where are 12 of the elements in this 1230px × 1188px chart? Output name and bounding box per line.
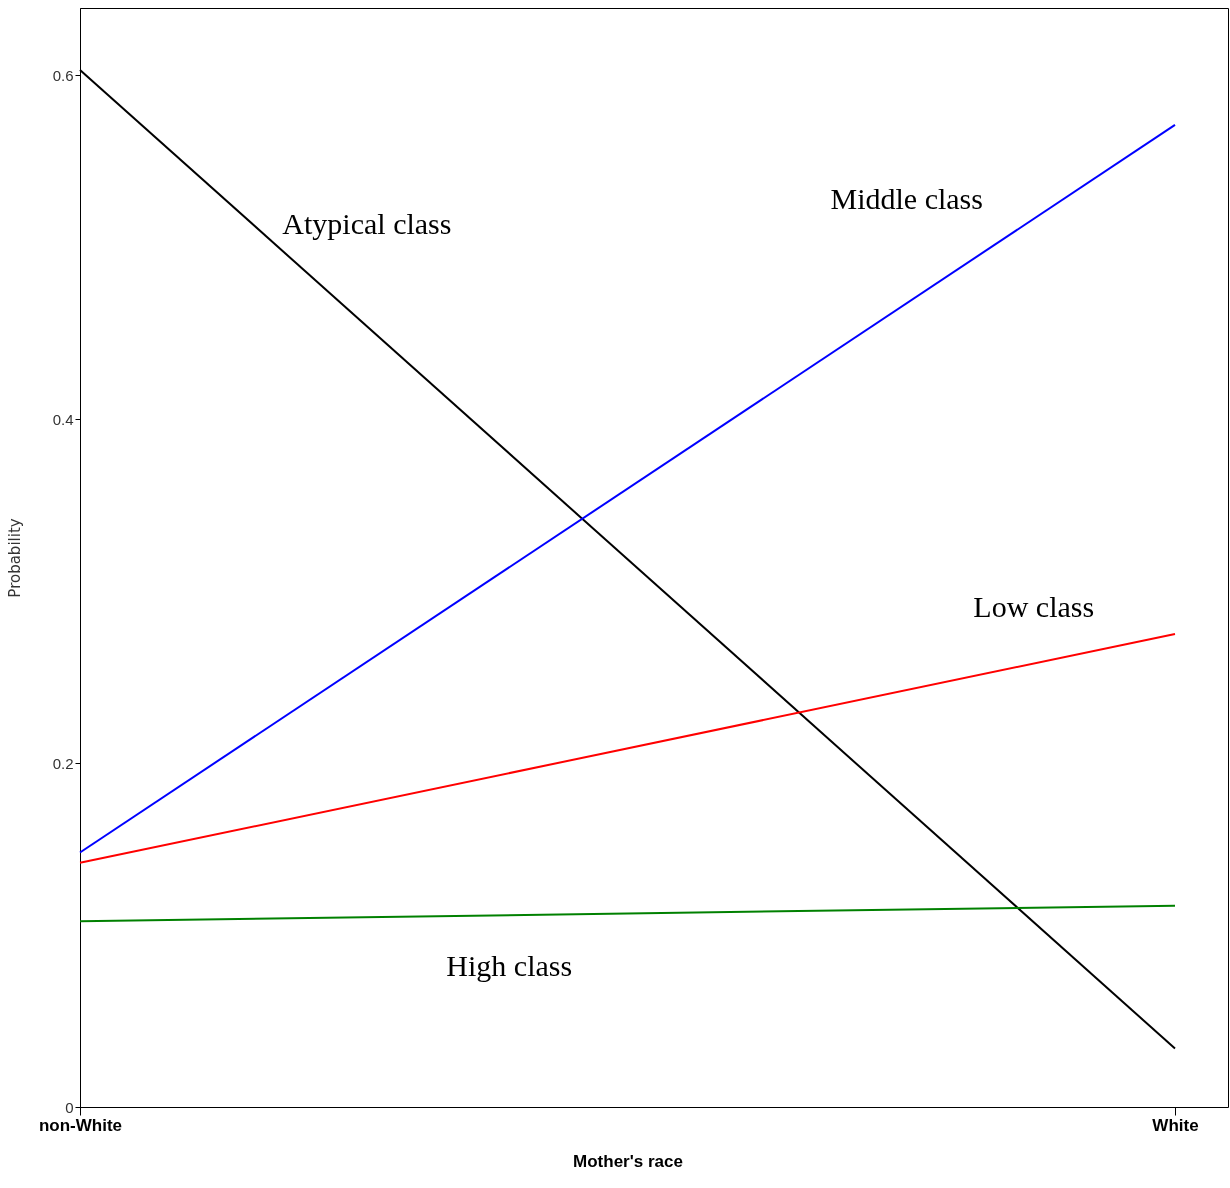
y-tick-label: 0.2 [52,754,74,772]
series-label: High class [446,949,573,983]
series-label: Low class [973,590,1095,624]
x-tick-label: non-White [38,1115,123,1135]
x-tick-label: White [1152,1115,1199,1135]
y-tick-label: 0.4 [52,410,74,428]
y-axis-title: Probability [5,518,24,598]
series-label: Atypical class [282,206,452,240]
y-tick-label: 0 [65,1098,74,1116]
x-axis-title: Mother's race [573,1151,683,1171]
series-label: Middle class [830,182,983,216]
y-tick-label: 0.6 [52,66,74,84]
